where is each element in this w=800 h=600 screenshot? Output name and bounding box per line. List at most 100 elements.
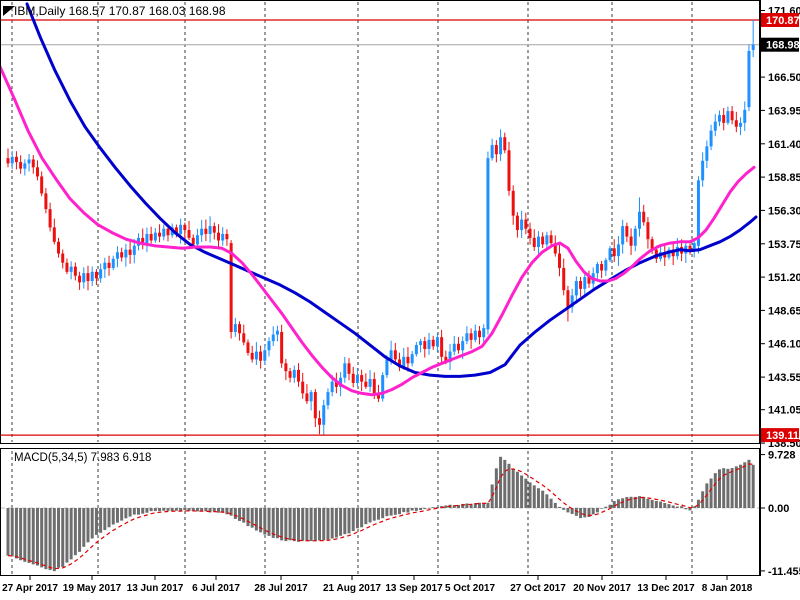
macd-histogram-bar [174, 508, 178, 511]
macd-histogram-bar [166, 508, 170, 511]
candle-body [339, 377, 343, 387]
candle-body [692, 243, 696, 251]
candle-body [541, 236, 545, 245]
candle-body [747, 50, 751, 108]
candle-body [461, 341, 465, 351]
macd-histogram-bar [267, 508, 271, 536]
macd-histogram-bar [600, 508, 604, 509]
macd-histogram-bar [515, 471, 519, 508]
macd-histogram-bar [10, 508, 14, 557]
macd-histogram-bar [680, 506, 684, 508]
candle-body [440, 337, 444, 357]
macd-histogram-bar [461, 503, 465, 508]
macd-histogram-bar [558, 506, 562, 508]
macd-histogram-bar [69, 508, 73, 560]
candle-body [482, 328, 486, 338]
date-label: 6 Jul 2017 [192, 583, 240, 594]
macd-histogram-bar [313, 508, 317, 541]
candle-body [608, 248, 612, 261]
price-tag [761, 37, 799, 52]
macd-histogram-bar [621, 498, 625, 508]
macd-histogram-bar [309, 508, 313, 542]
macd-histogram-bar [221, 508, 225, 513]
candle-body [120, 252, 124, 258]
candle-body [288, 371, 292, 378]
date-label: 13 Jun 2017 [127, 583, 184, 594]
macd-histogram-bar [608, 504, 612, 508]
candle-body [166, 228, 170, 236]
candle-body [10, 156, 14, 164]
candle-body [499, 137, 503, 155]
macd-histogram-bar [86, 508, 90, 543]
macd-histogram-bar [120, 508, 124, 521]
candle-body [334, 381, 338, 387]
date-label: 19 May 2017 [63, 583, 122, 594]
macd-histogram-bar [111, 508, 115, 525]
candle-body [322, 405, 326, 425]
macd-histogram-bar [204, 508, 208, 512]
candle-body [574, 281, 578, 296]
macd-histogram-bar [431, 507, 435, 508]
candle-body [654, 249, 658, 259]
candle-body [490, 145, 494, 159]
macd-histogram-bar [536, 488, 540, 508]
macd-histogram-bar [19, 508, 23, 561]
candle-body [355, 375, 359, 383]
price-tick-label: 151.20 [768, 272, 800, 284]
macd-histogram-bar [99, 508, 103, 533]
candle-body [330, 381, 334, 393]
macd-histogram-bar [692, 506, 696, 508]
candle-body [633, 228, 637, 246]
candle-body [646, 222, 650, 240]
macd-histogram-bar [343, 508, 347, 535]
candle-body [292, 369, 296, 378]
date-label: 27 Oct 2017 [510, 583, 566, 594]
candle-body [200, 228, 204, 236]
macd-histogram-bar [31, 508, 35, 565]
price-tag-label: 139.11 [766, 430, 799, 442]
candle-body [524, 219, 528, 229]
macd-histogram-bar [579, 508, 583, 519]
macd-histogram-bar [27, 508, 31, 563]
macd-histogram-bar [528, 482, 532, 508]
candle-body [717, 115, 721, 122]
candle-body [195, 235, 199, 245]
macd-histogram-bar [490, 484, 494, 508]
macd-histogram-bar [217, 508, 220, 513]
macd-histogram-bar [128, 508, 132, 517]
macd-histogram-bar [393, 508, 397, 515]
candle-body [406, 356, 410, 364]
macd-histogram-bar [187, 508, 191, 511]
candle-body [570, 295, 574, 308]
macd-histogram-bar [183, 508, 187, 511]
candle-body [444, 356, 448, 363]
candle-body [587, 277, 591, 284]
candle-body [280, 331, 284, 364]
candle-body [638, 211, 641, 229]
candle-body [402, 356, 406, 368]
macd-histogram-bar [40, 508, 44, 568]
macd-histogram-bar [696, 499, 700, 508]
candle-body [86, 273, 90, 282]
macd-histogram-bar [482, 502, 486, 508]
macd-histogram-bar [574, 508, 578, 516]
candle-body [595, 264, 599, 274]
macd-histogram-bar [158, 508, 162, 512]
macd-histogram-bar [671, 505, 675, 508]
candle-body [419, 341, 423, 346]
macd-histogram-bar [334, 508, 338, 538]
candle-body [486, 158, 490, 330]
candle-body [217, 232, 220, 241]
price-tick-label: 156.30 [768, 205, 800, 217]
candle-body [730, 111, 734, 121]
candle-body [376, 393, 380, 399]
candle-body [515, 215, 519, 231]
candle-body [48, 209, 52, 228]
candle-body [44, 193, 48, 210]
macd-histogram-bar [469, 504, 473, 508]
macd-histogram-bar [57, 508, 61, 568]
macd-histogram-bar [355, 508, 359, 529]
macd-histogram-bar [532, 485, 536, 508]
macd-histogram-bar [507, 463, 511, 508]
